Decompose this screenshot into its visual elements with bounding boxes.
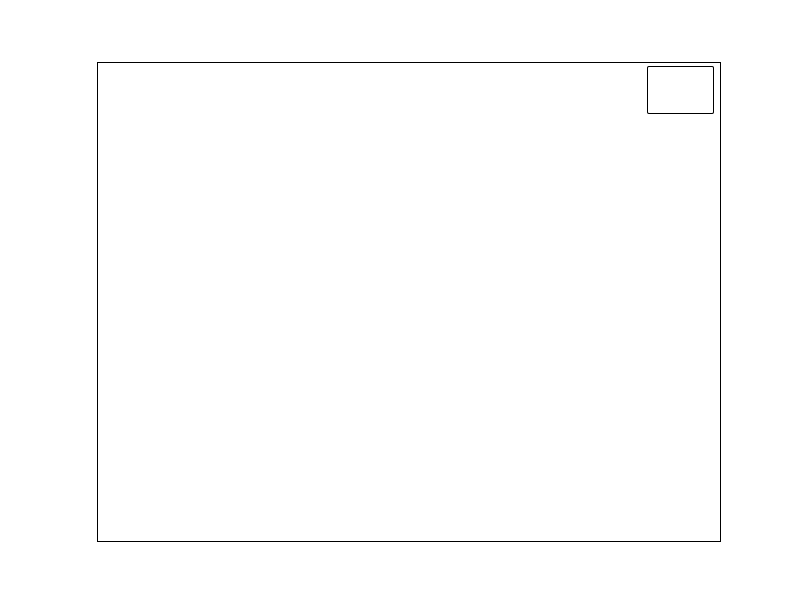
legend: [647, 66, 714, 114]
plot-area: [97, 62, 721, 542]
